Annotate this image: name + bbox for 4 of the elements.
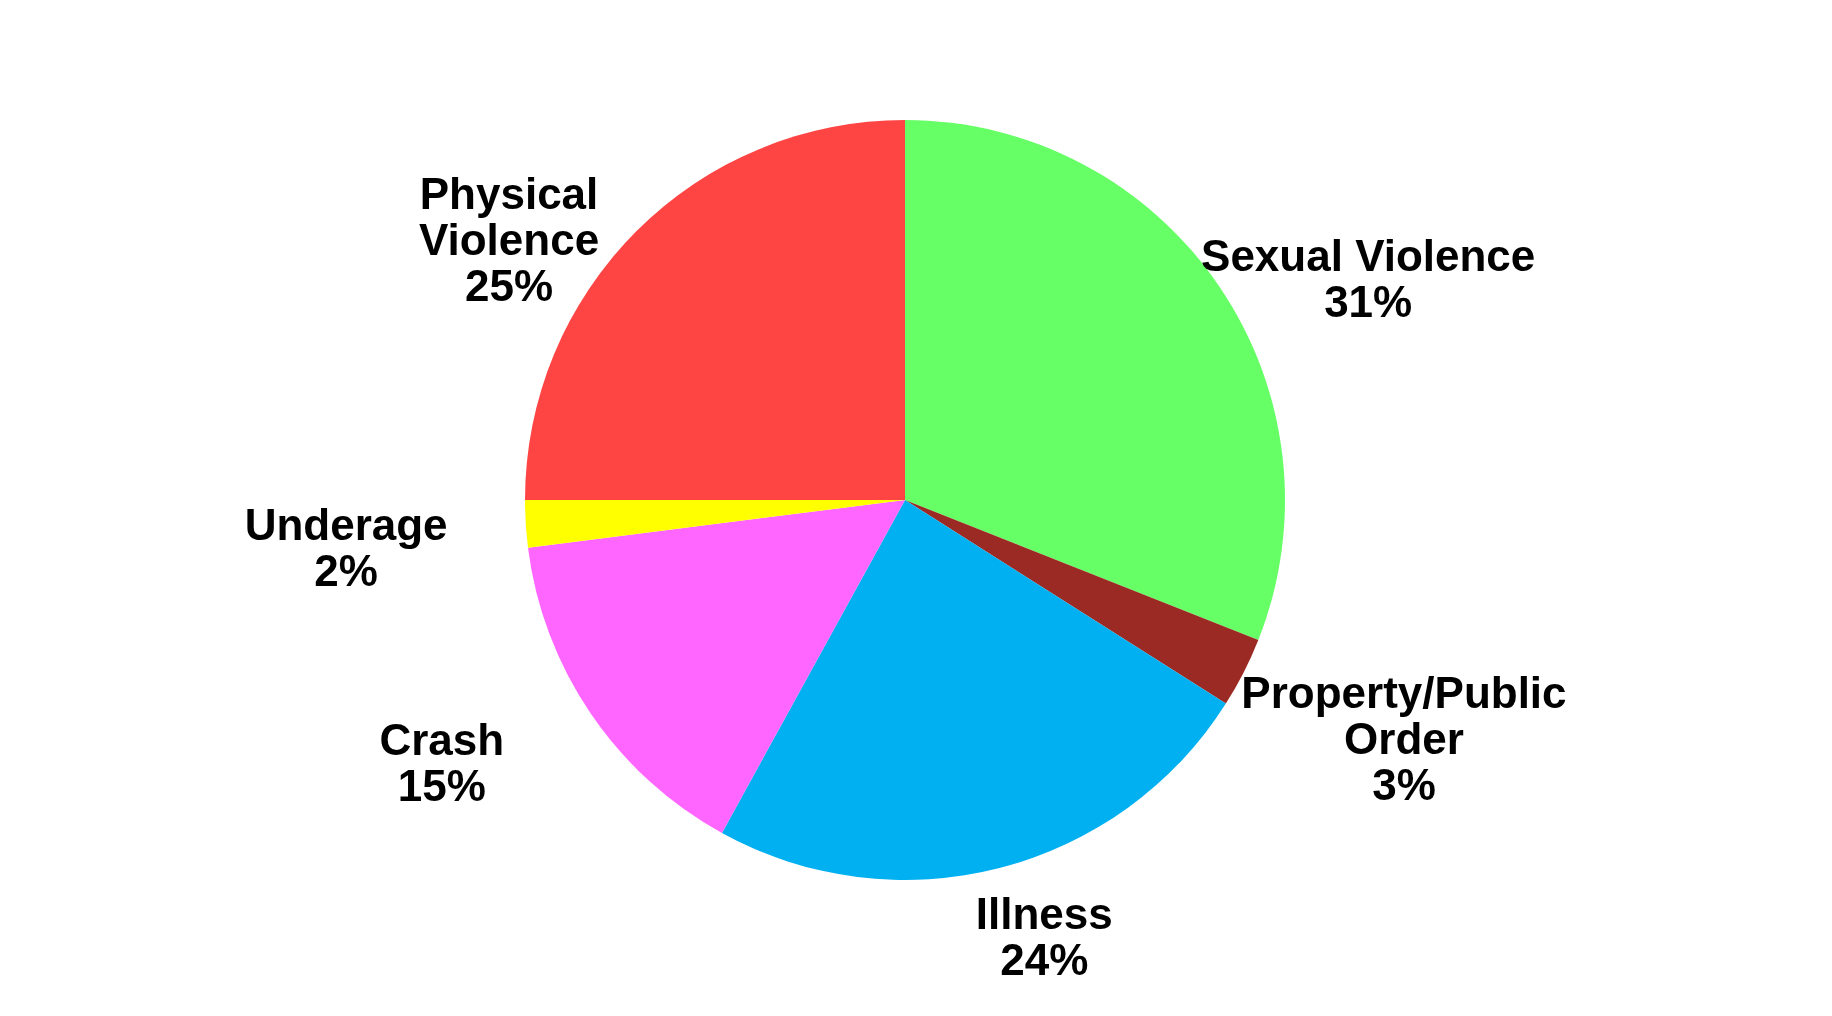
pie-slice [528, 500, 905, 833]
slice-label: Underage [244, 500, 448, 549]
pie-slice [721, 500, 1226, 880]
data-label: 2% [314, 546, 378, 595]
